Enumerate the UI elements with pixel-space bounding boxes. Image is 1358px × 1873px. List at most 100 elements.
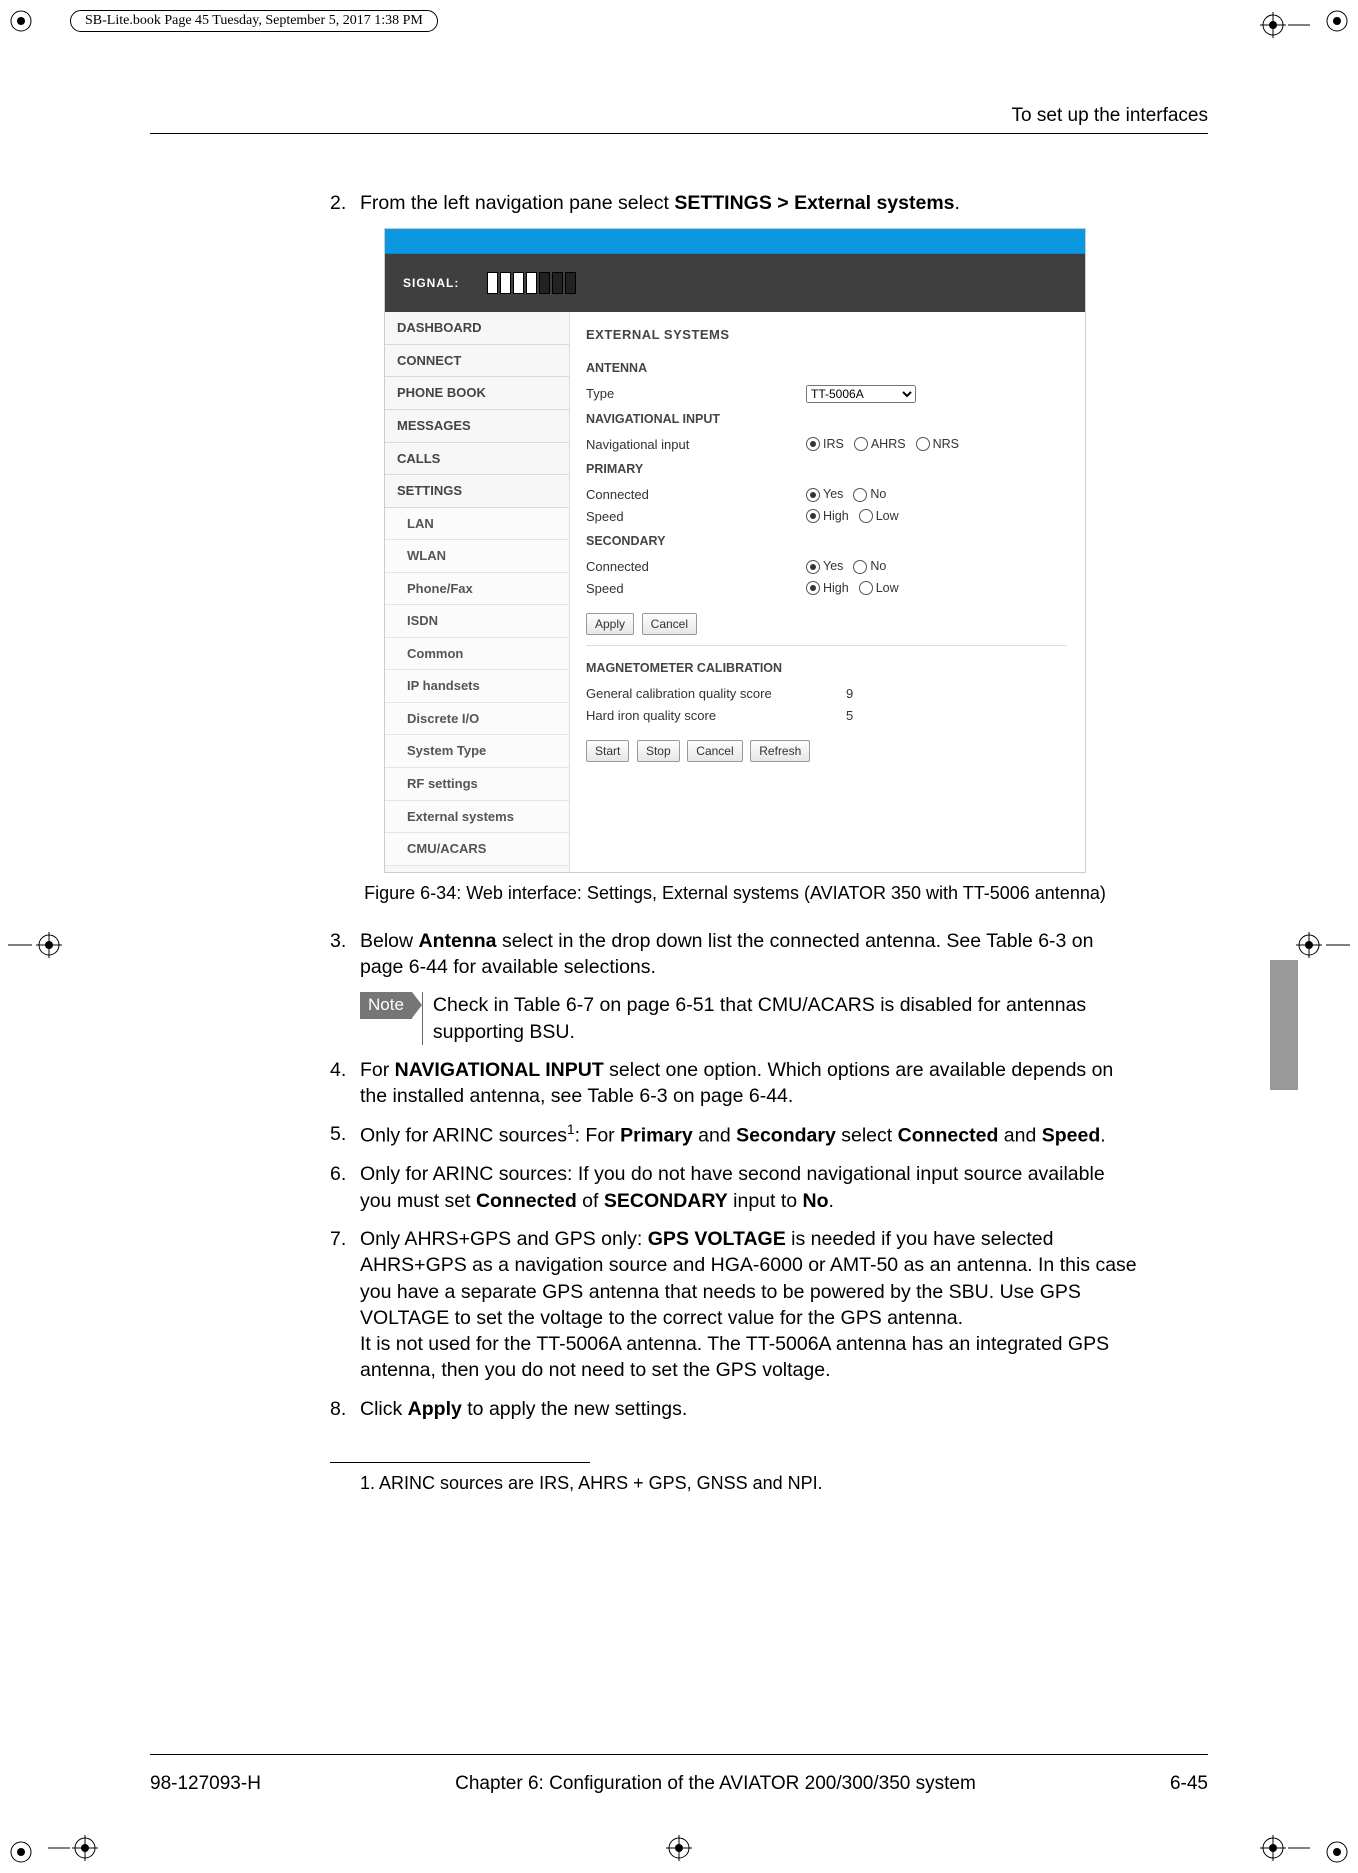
nav-subitem[interactable]: CMU/ACARS [385, 833, 569, 866]
text-bold: Apply [408, 1398, 462, 1420]
primary-speed-high[interactable]: High [806, 508, 849, 525]
apply-button[interactable]: Apply [586, 613, 634, 635]
ws-section-navinput: NAVIGATIONAL INPUT [586, 411, 1067, 428]
text-bold: Connected [898, 1125, 999, 1147]
speed-label: Speed [586, 580, 806, 598]
step-2-text: From the left navigation pane select SET… [360, 190, 1140, 216]
primary-speed-low[interactable]: Low [859, 508, 899, 525]
nav-item[interactable]: SETTINGS [385, 475, 569, 508]
text: input to [728, 1190, 803, 1212]
text: : For [575, 1125, 621, 1147]
step-number: 6. [330, 1161, 360, 1214]
step-number: 3. [330, 928, 360, 981]
text: Only AHRS+GPS and GPS only: [360, 1228, 648, 1250]
radio-icon [806, 560, 820, 574]
secondary-connected-no[interactable]: No [853, 558, 886, 575]
nav-subitem[interactable]: IP handsets [385, 670, 569, 703]
crop-mark-icon [1322, 1837, 1352, 1867]
nav-item[interactable]: PHONE BOOK [385, 377, 569, 410]
text: and [998, 1125, 1041, 1147]
radio-icon [854, 437, 868, 451]
step-7-text: Only AHRS+GPS and GPS only: GPS VOLTAGE … [360, 1226, 1140, 1384]
primary-connected-no[interactable]: No [853, 486, 886, 503]
mag-hardiron-value: 5 [846, 707, 853, 725]
ws-main-panel: EXTERNAL SYSTEMS ANTENNA Type TT-5006A N… [569, 312, 1085, 872]
nav-item[interactable]: CONNECT [385, 345, 569, 378]
register-mark-icon [1294, 930, 1350, 960]
text: Click [360, 1398, 408, 1420]
nav-subitem[interactable]: LAN [385, 508, 569, 541]
radio-icon [806, 581, 820, 595]
radio-label: Yes [823, 486, 843, 503]
radio-icon [853, 488, 867, 502]
ws-top-bar [385, 229, 1085, 254]
cancel-button[interactable]: Cancel [687, 740, 742, 762]
text-bold: Primary [620, 1125, 693, 1147]
step-number: 2. [330, 190, 360, 216]
print-file-tag: SB-Lite.book Page 45 Tuesday, September … [70, 10, 438, 32]
refresh-button[interactable]: Refresh [750, 740, 810, 762]
radio-label: High [823, 508, 849, 525]
nav-item[interactable]: MESSAGES [385, 410, 569, 443]
cancel-button[interactable]: Cancel [642, 613, 697, 635]
text: . [829, 1190, 834, 1212]
note-badge: Note [360, 992, 412, 1019]
radio-label: No [870, 558, 886, 575]
text-bold: Antenna [419, 930, 497, 952]
radio-icon [916, 437, 930, 451]
nav-item[interactable]: DASHBOARD [385, 312, 569, 345]
secondary-speed-high[interactable]: High [806, 580, 849, 597]
nav-item[interactable]: CALLS [385, 443, 569, 476]
nav-subitem[interactable]: Discrete I/O [385, 703, 569, 736]
step-4-text: For NAVIGATIONAL INPUT select one option… [360, 1057, 1140, 1110]
text: From the left navigation pane select [360, 192, 674, 214]
step-6-text: Only for ARINC sources: If you do not ha… [360, 1161, 1140, 1214]
nav-subitem[interactable]: RF settings [385, 768, 569, 801]
ws-title: EXTERNAL SYSTEMS [586, 326, 1067, 344]
start-button[interactable]: Start [586, 740, 629, 762]
navinput-option[interactable]: AHRS [854, 436, 906, 453]
radio-label: High [823, 580, 849, 597]
connected-label: Connected [586, 486, 806, 504]
thumb-index-tab [1270, 960, 1298, 1090]
nav-subitem[interactable]: System Type [385, 735, 569, 768]
nav-subitem[interactable]: External systems [385, 801, 569, 834]
antenna-type-select[interactable]: TT-5006A [806, 385, 916, 403]
navinput-option[interactable]: NRS [916, 436, 959, 453]
ws-section-secondary: SECONDARY [586, 533, 1067, 550]
step-number: 8. [330, 1396, 360, 1422]
crop-mark-icon [1322, 6, 1352, 36]
text-bold: No [803, 1190, 829, 1212]
stop-button[interactable]: Stop [637, 740, 680, 762]
radio-label: NRS [933, 436, 959, 453]
signal-bars [487, 272, 576, 294]
radio-icon [853, 560, 867, 574]
nav-subitem[interactable]: WLAN [385, 540, 569, 573]
nav-subitem[interactable]: Phone/Fax [385, 573, 569, 606]
primary-connected-yes[interactable]: Yes [806, 486, 843, 503]
step-8-text: Click Apply to apply the new settings. [360, 1396, 1140, 1422]
footer-page-num: 6-45 [1170, 1773, 1208, 1795]
connected-label: Connected [586, 558, 806, 576]
text-bold: SETTINGS > External systems [674, 192, 954, 214]
type-label: Type [586, 385, 806, 403]
crop-mark-icon [6, 1837, 36, 1867]
secondary-connected-yes[interactable]: Yes [806, 558, 843, 575]
ws-section-antenna: ANTENNA [586, 360, 1067, 377]
step-5-text: Only for ARINC sources1: For Primary and… [360, 1121, 1140, 1149]
text-bold: SECONDARY [604, 1190, 728, 1212]
radio-icon [859, 581, 873, 595]
text: . [1100, 1125, 1105, 1147]
nav-subitem[interactable]: ISDN [385, 605, 569, 638]
text-bold: Connected [476, 1190, 577, 1212]
signal-bar-icon [539, 272, 550, 294]
web-interface-screenshot: SIGNAL: DASHBOARDCONNECTPHONE BOOKMESSAG… [384, 228, 1086, 873]
text: of [577, 1190, 604, 1212]
nav-subitem[interactable]: Common [385, 638, 569, 671]
text: select [836, 1125, 898, 1147]
signal-bar-icon [487, 272, 498, 294]
text: to apply the new settings. [462, 1398, 687, 1420]
text: It is not used for the TT-5006A antenna.… [360, 1333, 1109, 1381]
secondary-speed-low[interactable]: Low [859, 580, 899, 597]
navinput-option[interactable]: IRS [806, 436, 844, 453]
